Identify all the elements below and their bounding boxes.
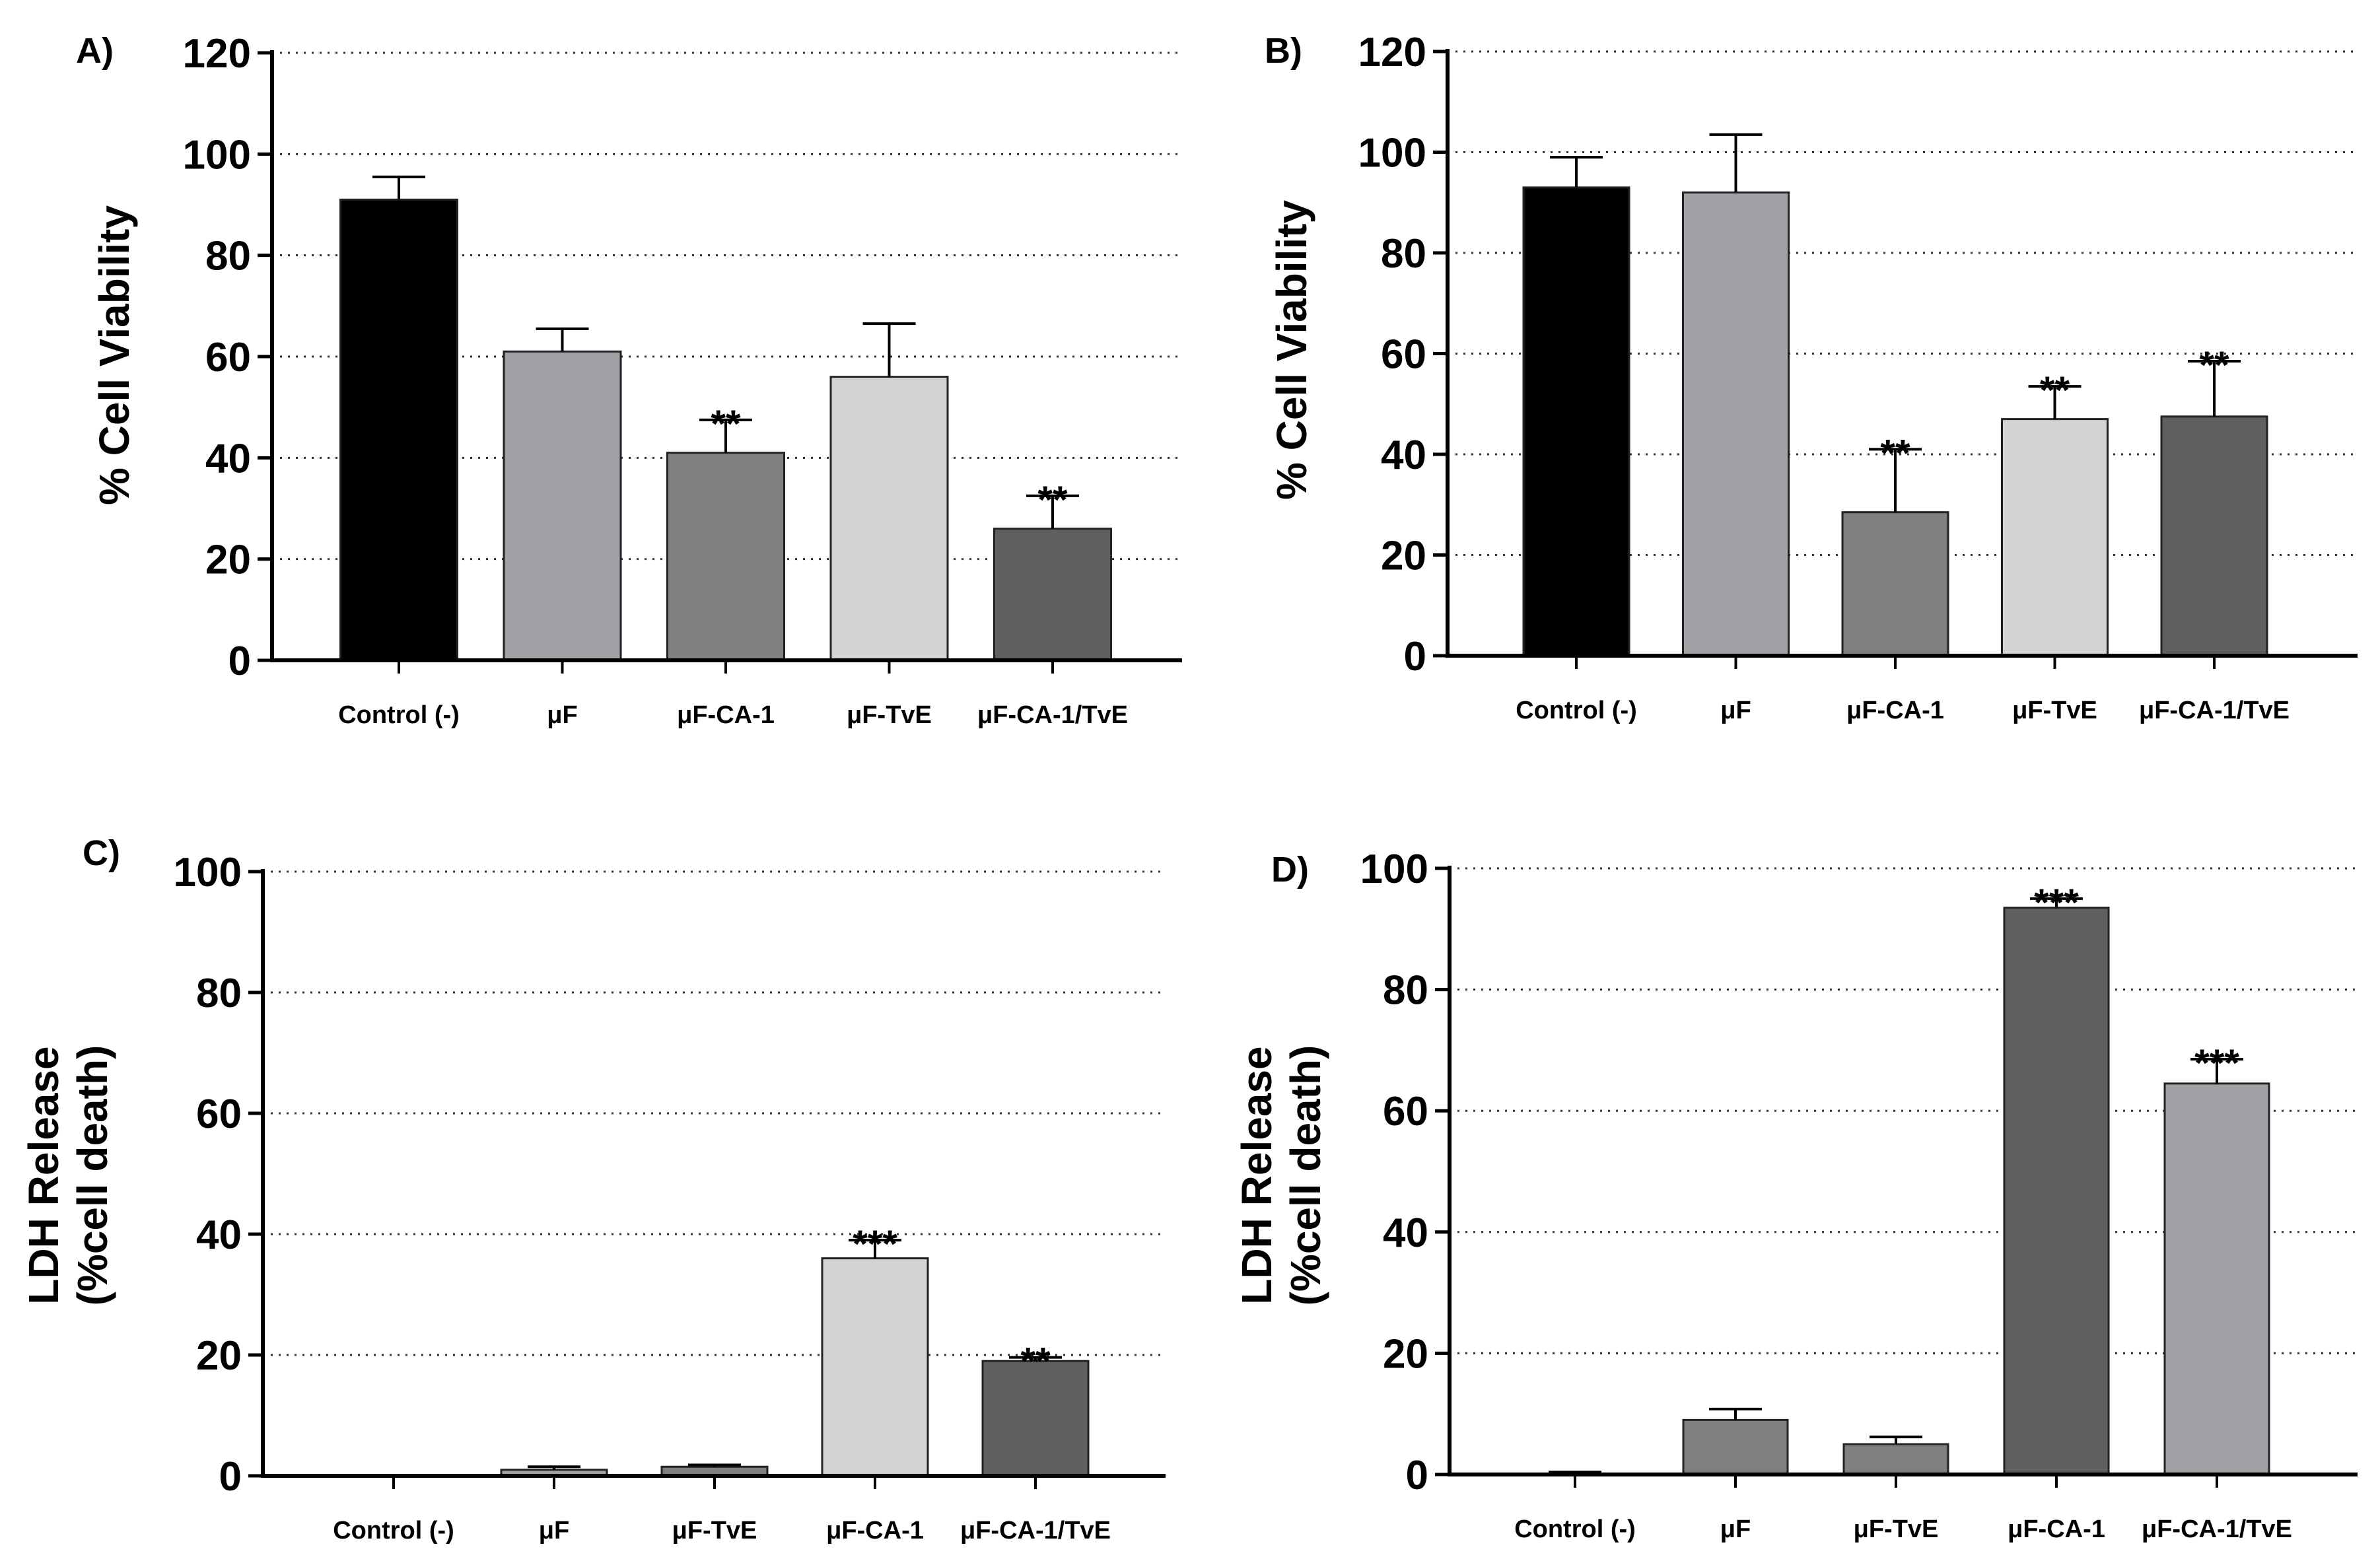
y-axis-label-line: LDH Release [20,1046,67,1304]
significance-label: *** [2194,1042,2239,1085]
x-tick-label: μF-CA-1 [826,1517,924,1544]
significance-label: ** [2040,369,2070,412]
x-tick-label: μF [1720,697,1751,724]
bar [1522,186,1630,657]
y-tick-label: 120 [1358,30,1426,75]
y-tick-label: 0 [219,1454,242,1500]
y-tick-label: 80 [196,971,242,1016]
bar [666,452,785,662]
y-axis-label-line: % Cell Viability [90,205,138,506]
chart-panel-c: C) 0 20 40 60 80 100 LDH Release(%cell death) Co… [20,833,1166,1544]
y-tick-label: 40 [196,1212,242,1258]
y-tick-label: 0 [1406,1453,1428,1498]
significance-label: ** [2199,344,2229,387]
y-tick-label: 0 [1404,634,1426,679]
bar [1682,1418,1789,1476]
bar [2163,1082,2270,1476]
significance-label: ** [711,403,741,446]
x-tick-label: μF-CA-1/TvE [960,1517,1111,1544]
panel-letter: D) [1271,850,1309,889]
panel-letter: C) [83,833,120,873]
y-axis-label: % Cell Viability [90,205,138,506]
x-tick-label: μF-TvE [2012,697,2097,724]
x-tick-label: Control (-) [1514,1515,1636,1543]
x-tick-label: μF-CA-1/TvE [2139,697,2290,724]
significance-label: *** [2034,882,2079,924]
y-tick-label: 60 [1383,1089,1428,1134]
x-tick-label: μF-CA-1 [1846,697,1944,724]
y-tick-label: 80 [1383,968,1428,1014]
chart-panel-b: B) 0 20 40 60 80 100 120 % Cell Viability Control… [1265,30,2358,724]
x-tick-label: μF-CA-1 [677,701,775,729]
bar [2001,418,2109,657]
bar [829,376,949,662]
bar [503,350,622,662]
x-tick-label: μF [539,1517,569,1544]
bar [993,528,1112,662]
bar [2160,415,2268,657]
y-axis-label: % Cell Viability [1268,200,1315,501]
x-tick-label: Control (-) [1516,697,1637,724]
significance-label: *** [853,1223,897,1266]
bar [1682,191,1790,657]
y-tick-label: 100 [174,850,242,895]
x-tick-label: μF-CA-1 [2008,1515,2105,1543]
y-axis-label-line: (%cell death) [1282,1045,1329,1306]
y-axis-label-line: LDH Release [1233,1046,1280,1304]
y-tick-label: 100 [1360,847,1428,892]
bar [2003,907,2110,1476]
bar [1842,1443,1949,1476]
x-tick-label: μF-TvE [847,701,932,729]
significance-label: ** [1037,479,1068,522]
y-tick-label: 60 [205,335,251,380]
y-tick-label: 100 [183,132,251,178]
y-tick-label: 80 [1381,231,1426,277]
y-tick-label: 20 [1381,534,1426,579]
y-tick-label: 60 [196,1092,242,1137]
x-tick-label: μF [1720,1515,1751,1543]
y-tick-label: 120 [183,31,251,77]
bar [339,198,458,662]
y-axis-label: LDH Release(%cell death) [1233,1045,1329,1306]
x-tick-label: μF-TvE [672,1517,757,1544]
y-tick-label: 80 [205,234,251,279]
chart-panel-a: A) 0 20 40 60 80 100 120 % Cell Viability Control… [76,31,1182,729]
y-tick-label: 40 [205,436,251,481]
significance-label: ** [1020,1340,1051,1383]
y-tick-label: 0 [228,639,251,684]
y-axis-label-line: % Cell Viability [1268,200,1315,501]
y-tick-label: 60 [1381,332,1426,378]
panel-letter: A) [76,31,114,71]
y-axis-label: LDH Release(%cell death) [20,1045,116,1306]
y-tick-label: 20 [205,538,251,583]
x-tick-label: μF [547,701,577,729]
y-tick-label: 40 [1381,433,1426,478]
x-tick-label: Control (-) [333,1517,454,1544]
bar [1841,511,1949,657]
x-tick-label: μF-CA-1/TvE [977,701,1128,729]
y-tick-label: 100 [1358,131,1426,176]
y-axis-label-line: (%cell death) [69,1045,116,1306]
y-tick-label: 20 [1383,1331,1428,1377]
panel-letter: B) [1265,31,1302,71]
significance-label: ** [1880,432,1910,475]
bar [821,1257,929,1477]
x-tick-label: μF-CA-1/TvE [2142,1515,2292,1543]
x-tick-label: μF-TvE [1854,1515,1939,1543]
y-tick-label: 40 [1383,1210,1428,1256]
y-tick-label: 20 [196,1333,242,1379]
chart-panel-d: D) 0 20 40 60 80 100 LDH Release(%cell death) Co… [1233,847,2358,1543]
x-tick-label: Control (-) [338,701,460,729]
